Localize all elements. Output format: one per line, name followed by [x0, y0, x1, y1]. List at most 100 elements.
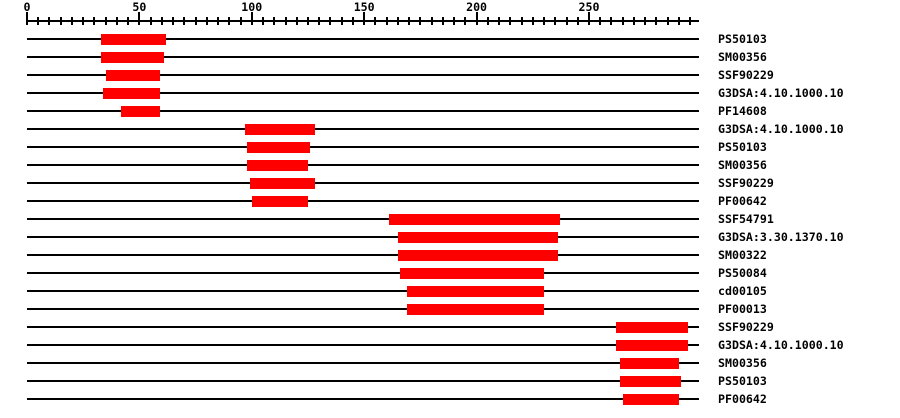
- domain-label[interactable]: G3DSA:4.10.1000.10: [718, 122, 844, 136]
- ruler-minor-tick: [509, 17, 512, 25]
- ruler-minor-tick: [565, 17, 568, 25]
- ruler-minor-tick: [307, 17, 309, 25]
- domain-bar[interactable]: [247, 160, 308, 171]
- ruler-minor-tick: [48, 17, 51, 25]
- domain-bar[interactable]: [249, 178, 315, 189]
- track-baseline: [27, 236, 700, 238]
- domain-label[interactable]: PS50084: [718, 266, 767, 280]
- domain-label[interactable]: cd00105: [718, 284, 767, 298]
- ruler-minor-tick: [115, 17, 118, 25]
- track-baseline: [27, 218, 700, 220]
- domain-bar[interactable]: [247, 142, 311, 153]
- domain-label[interactable]: G3DSA:4.10.1000.10: [718, 338, 844, 352]
- ruler-minor-tick: [284, 17, 287, 25]
- domain-label[interactable]: PF00642: [718, 392, 767, 406]
- ruler-minor-tick: [543, 17, 546, 25]
- ruler-minor-tick: [127, 17, 130, 25]
- domain-label[interactable]: SM00356: [718, 158, 767, 172]
- ruler-minor-tick: [295, 17, 298, 25]
- track-baseline: [27, 56, 700, 58]
- track-baseline: [27, 290, 700, 292]
- ruler-minor-tick: [262, 17, 265, 25]
- ruler-minor-tick: [82, 17, 85, 25]
- ruler-minor-tick: [160, 17, 163, 25]
- ruler-tick-label: 50: [132, 0, 147, 14]
- ruler-minor-tick: [621, 17, 624, 25]
- ruler-minor-tick: [329, 17, 332, 25]
- track-baseline: [27, 182, 700, 184]
- ruler-minor-tick: [576, 17, 579, 25]
- domain-label[interactable]: PF14608: [718, 104, 767, 118]
- domain-label[interactable]: PS50103: [718, 140, 767, 154]
- ruler-major-tick: [588, 12, 590, 25]
- domain-bar[interactable]: [615, 340, 688, 351]
- ruler-minor-tick: [93, 17, 96, 25]
- domain-bar[interactable]: [406, 304, 545, 315]
- ruler-minor-tick: [632, 17, 635, 25]
- ruler-major-tick: [26, 12, 28, 25]
- domain-bar[interactable]: [622, 394, 679, 405]
- ruler-minor-tick: [520, 17, 523, 25]
- ruler-minor-tick: [655, 17, 658, 25]
- domain-label[interactable]: SSF90229: [718, 176, 774, 190]
- ruler-minor-tick: [408, 17, 411, 25]
- track-baseline: [27, 326, 700, 328]
- ruler-minor-tick: [396, 17, 399, 25]
- ruler-minor-tick: [273, 17, 276, 25]
- ruler-major-tick: [250, 12, 253, 25]
- ruler-minor-tick: [318, 17, 321, 25]
- ruler-minor-tick: [599, 17, 602, 25]
- domain-bar[interactable]: [620, 358, 679, 369]
- track-baseline: [27, 128, 700, 130]
- ruler-minor-tick: [172, 17, 175, 25]
- domain-label[interactable]: SM00356: [718, 356, 767, 370]
- domain-bar[interactable]: [388, 214, 560, 225]
- ruler-minor-tick: [194, 17, 197, 25]
- ruler-minor-tick: [183, 17, 186, 25]
- domain-bar[interactable]: [615, 322, 688, 333]
- track-baseline: [27, 38, 700, 40]
- ruler-minor-tick: [59, 17, 62, 25]
- ruler-minor-tick: [104, 17, 107, 25]
- domain-bar[interactable]: [406, 286, 545, 297]
- track-baseline: [27, 254, 700, 256]
- domain-label[interactable]: PF00642: [718, 194, 767, 208]
- domain-bar[interactable]: [101, 52, 165, 63]
- domain-bar[interactable]: [121, 106, 160, 117]
- domain-bar[interactable]: [397, 250, 558, 261]
- track-baseline: [27, 200, 700, 202]
- domain-label[interactable]: SM00356: [718, 50, 767, 64]
- domain-label[interactable]: SSF90229: [718, 320, 774, 334]
- domain-bar[interactable]: [105, 70, 160, 81]
- domain-label[interactable]: PF00013: [718, 302, 767, 316]
- track-baseline: [27, 398, 700, 400]
- ruler-minor-tick: [149, 17, 152, 25]
- domain-bar[interactable]: [400, 268, 545, 279]
- domain-bar[interactable]: [620, 376, 682, 387]
- ruler-major-tick: [475, 12, 478, 25]
- domain-bar[interactable]: [251, 196, 308, 207]
- ruler-minor-tick: [666, 17, 669, 25]
- domain-bar[interactable]: [245, 124, 315, 135]
- ruler-minor-tick: [498, 17, 501, 25]
- ruler-tick-label: 100: [241, 0, 263, 14]
- track-baseline: [27, 74, 700, 76]
- ruler-tick-label: 250: [578, 0, 600, 14]
- domain-label[interactable]: PS50103: [718, 32, 767, 46]
- domain-bar[interactable]: [101, 34, 167, 45]
- ruler-major-tick: [363, 12, 366, 25]
- domain-label[interactable]: G3DSA:4.10.1000.10: [718, 86, 844, 100]
- domain-label[interactable]: SM00322: [718, 248, 767, 262]
- ruler-minor-tick: [340, 17, 343, 25]
- domain-label[interactable]: SSF54791: [718, 212, 774, 226]
- track-baseline: [27, 92, 700, 94]
- domain-label[interactable]: SSF90229: [718, 68, 774, 82]
- ruler-minor-tick: [374, 17, 377, 25]
- track-baseline: [27, 164, 700, 166]
- ruler-minor-tick: [486, 17, 489, 25]
- ruler-minor-tick: [554, 17, 557, 25]
- domain-bar[interactable]: [103, 88, 160, 99]
- domain-label[interactable]: PS50103: [718, 374, 767, 388]
- domain-label[interactable]: G3DSA:3.30.1370.10: [718, 230, 844, 244]
- domain-bar[interactable]: [397, 232, 558, 243]
